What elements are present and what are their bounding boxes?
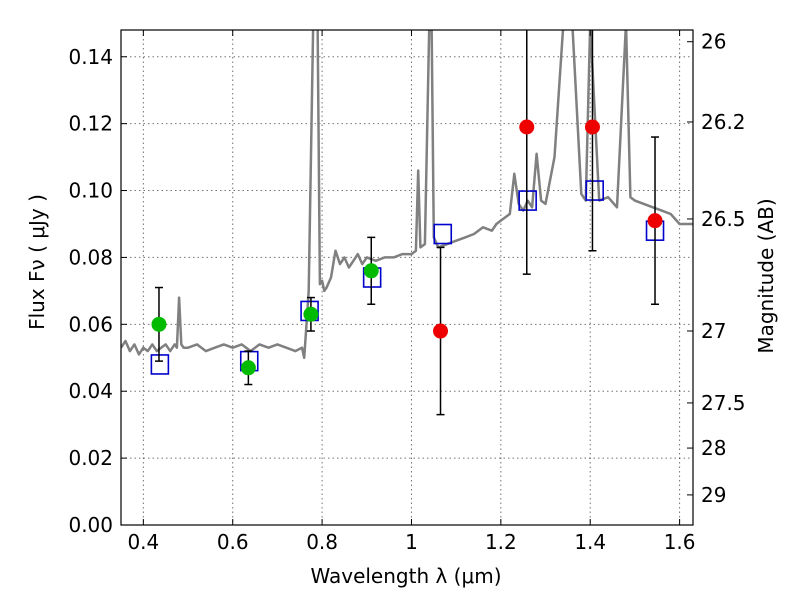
x-tick-label: 1: [405, 530, 418, 554]
spectrum-layer: [121, 30, 693, 360]
low-sig-point: [647, 213, 663, 229]
x-axis-label: Wavelength λ (μm): [310, 564, 501, 588]
y-tick-label: 0.00: [68, 513, 113, 537]
detection-point: [303, 306, 319, 322]
y-axis-label: Flux Fν ( μJy ): [25, 194, 49, 330]
right-axis-label: Magnitude (AB): [754, 198, 778, 353]
x-tick-label: 1.4: [574, 530, 606, 554]
low-sig-point: [519, 119, 535, 135]
right-tick-label: 27.5: [701, 391, 746, 415]
model-square: [150, 354, 170, 375]
model-square: [518, 190, 537, 211]
detection-point: [240, 360, 256, 376]
detection-point: [363, 263, 379, 279]
spectrum-line: [121, 30, 693, 360]
low-sig-point: [433, 323, 449, 339]
x-tick-label: 1.2: [485, 530, 517, 554]
grid: [121, 30, 693, 526]
right-tick-label: 29: [701, 483, 726, 507]
x-tick-label: 0.6: [217, 530, 249, 554]
model-square: [585, 180, 604, 201]
y-tick-label: 0.10: [68, 179, 113, 203]
x-tick-label: 0.4: [127, 530, 159, 554]
y-tick-label: 0.12: [68, 112, 113, 136]
y-tick-label: 0.14: [68, 45, 113, 69]
detection-point: [151, 316, 167, 332]
y-tick-label: 0.02: [68, 446, 113, 470]
right-tick-label: 27: [701, 319, 726, 343]
model-square: [433, 223, 453, 245]
right-tick-label: 26.2: [701, 110, 746, 134]
ticks: 0.4 0.6 0.8 1 1.2 1.4 1.6 0.00 0.02 0.04 0.06 0.08 0…: [68, 30, 745, 554]
right-tick-label: 26.5: [701, 207, 746, 231]
right-tick-label: 28: [701, 436, 726, 460]
plot-frame: [120, 29, 694, 526]
low-sig-point: [584, 119, 600, 135]
right-tick-label: 26: [701, 30, 726, 54]
x-tick-label: 0.8: [306, 530, 338, 554]
x-tick-label: 1.6: [664, 530, 696, 554]
points-layer: [150, 30, 665, 416]
y-tick-label: 0.04: [68, 379, 113, 403]
y-tick-label: 0.06: [68, 312, 113, 336]
y-tick-label: 0.08: [68, 245, 113, 269]
